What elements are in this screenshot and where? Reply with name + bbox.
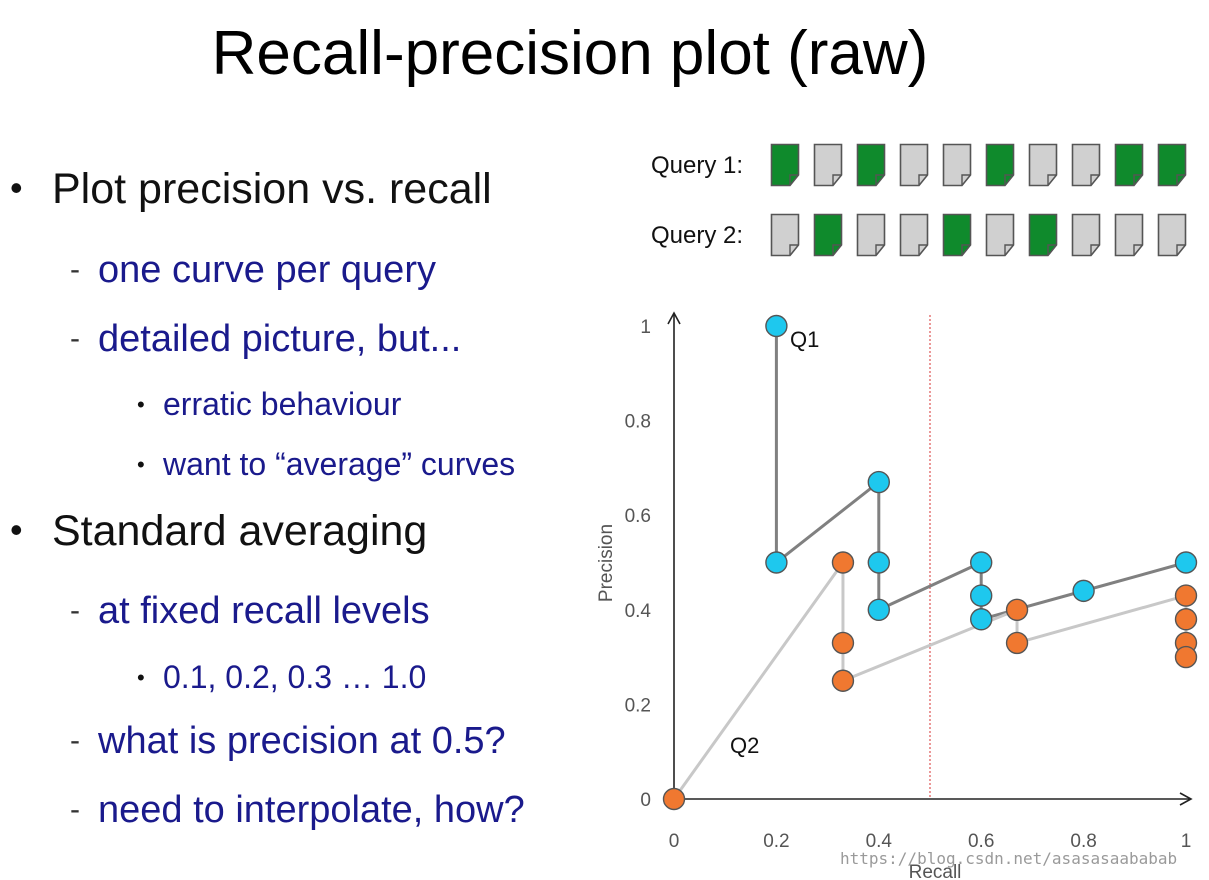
query-2-docs (770, 213, 1187, 257)
nonrelevant-document-icon (1071, 213, 1101, 257)
data-point-q1 (1072, 579, 1095, 603)
x-tick-label: 0 (669, 831, 680, 852)
y-tick-label: 0.6 (625, 506, 651, 527)
sub-sub-bullet-average: want to “average” curves (137, 446, 515, 483)
data-point-q1 (970, 608, 993, 631)
bullet-standard-averaging: Standard averaging (10, 507, 427, 556)
slide-title: Recall-precision plot (raw) (211, 19, 929, 88)
sub-bullet-precision-05: what is precision at 0.5? (70, 720, 506, 763)
data-point-q2 (1174, 584, 1198, 607)
data-point-q1 (867, 551, 890, 574)
relevant-document-icon (985, 143, 1015, 187)
data-point-q1 (867, 598, 890, 621)
sub-bullet-fixed-recall: at fixed recall levels (70, 590, 430, 633)
data-point-q1 (970, 551, 993, 574)
bullet-plot-precision: Plot precision vs. recall (10, 165, 492, 214)
nonrelevant-document-icon (856, 213, 886, 257)
nonrelevant-document-icon (1114, 213, 1144, 257)
nonrelevant-document-icon (899, 213, 929, 257)
data-point-q2 (831, 631, 855, 655)
watermark-url: https://blog.csdn.net/asasasaababab (840, 849, 1178, 868)
nonrelevant-document-icon (985, 213, 1015, 257)
x-axis-label: Recall (909, 862, 962, 880)
data-point-q2 (831, 669, 855, 692)
y-tick-label: 0 (640, 790, 651, 811)
x-axis-arrow (1179, 792, 1193, 806)
x-tick-label: 0.2 (763, 831, 789, 852)
series-label-q2: Q2 (730, 733, 759, 758)
sub-sub-bullet-erratic: erratic behaviour (137, 386, 401, 423)
sub-bullet-interpolate: need to interpolate, how? (70, 789, 525, 832)
data-point-q1 (1174, 551, 1198, 574)
sub-bullet-one-curve: one curve per query (70, 249, 436, 292)
nonrelevant-document-icon (942, 143, 972, 187)
data-point-q1 (970, 584, 993, 607)
y-axis-label: Precision (596, 524, 617, 602)
y-tick-label: 0.8 (625, 412, 651, 433)
data-point-q1 (765, 314, 788, 338)
y-tick-label: 0.4 (625, 601, 652, 622)
nonrelevant-document-icon (1071, 143, 1101, 187)
series-label-q1: Q1 (790, 327, 819, 352)
relevant-document-icon (856, 143, 886, 187)
sub-bullet-detailed: detailed picture, but... (70, 318, 461, 361)
query-1-docs (770, 143, 1187, 187)
data-point-q2 (1005, 598, 1029, 621)
sub-sub-bullet-levels: 0.1, 0.2, 0.3 … 1.0 (137, 659, 426, 696)
data-point-q2 (1174, 645, 1198, 669)
x-tick-label: 0.8 (1070, 831, 1096, 852)
data-point-q2 (1174, 608, 1198, 631)
relevant-document-icon (942, 213, 972, 257)
x-tick-label: 1 (1181, 831, 1192, 852)
data-point-q2 (831, 551, 855, 574)
nonrelevant-document-icon (899, 143, 929, 187)
series-line-q1 (774, 326, 1187, 622)
data-point-q2 (1005, 631, 1029, 655)
data-point-q1 (867, 470, 890, 494)
x-tick-label: 0.4 (866, 831, 893, 852)
data-point-q1 (765, 551, 788, 574)
query-2-label: Query 2: (651, 222, 744, 249)
nonrelevant-document-icon (770, 213, 800, 257)
y-tick-label: 0.2 (625, 695, 651, 716)
relevant-document-icon (770, 143, 800, 187)
relevant-document-icon (813, 213, 843, 257)
relevant-document-icon (1114, 143, 1144, 187)
data-point-q2 (662, 787, 686, 811)
nonrelevant-document-icon (813, 143, 843, 187)
y-tick-label: 1 (640, 317, 651, 338)
query-1-label: Query 1: (651, 152, 744, 179)
y-axis-arrow (667, 311, 681, 325)
relevant-document-icon (1157, 143, 1187, 187)
x-tick-label: 0.6 (968, 831, 994, 852)
nonrelevant-document-icon (1028, 143, 1058, 187)
relevant-document-icon (1028, 213, 1058, 257)
nonrelevant-document-icon (1157, 213, 1187, 257)
